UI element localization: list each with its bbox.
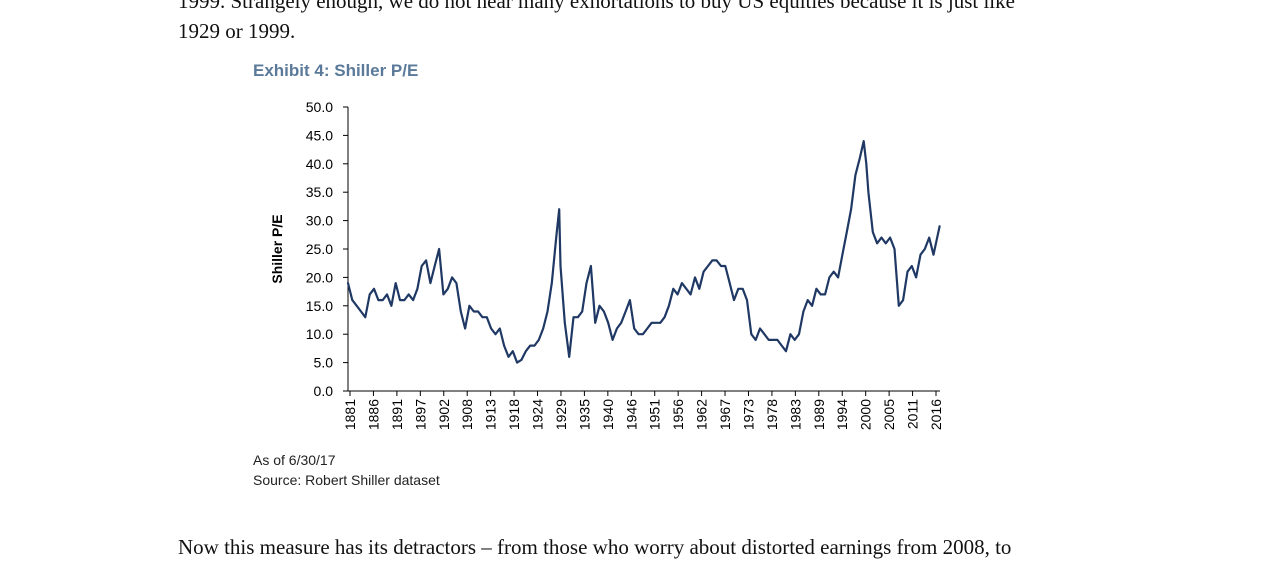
series-line-shiller-pe [346,140,941,364]
y-tick-label: 50.0 [306,99,333,115]
x-tick-label: 1897 [412,399,428,430]
x-axis-ticks: 1881 1886 1891 1897 1902 1908 1913 1918 1924 1929… [342,391,944,430]
x-tick-label: 1929 [553,399,569,430]
paragraph-top-line1: 1999. Strangely enough, we do not hear m… [178,0,1015,13]
x-tick-label: 1962 [694,399,710,430]
x-tick-label: 1935 [576,399,592,430]
x-tick-label: 1924 [530,399,546,430]
x-tick-label: 2000 [858,399,874,430]
y-tick-label: 40.0 [306,156,333,172]
x-tick-label: 1891 [389,399,405,430]
x-tick-label: 1918 [506,399,522,430]
x-tick-label: 1978 [764,399,780,430]
chart-series [346,140,941,364]
y-tick-label: 25.0 [306,241,333,257]
y-tick-label: 5.0 [314,355,334,371]
y-tick-label: 45.0 [306,127,333,143]
y-axis-ticks: 0.0 5.0 10.0 15.0 20.0 25.0 30.0 35.0 40.0 45.0 50… [306,99,348,399]
x-tick-label: 1946 [623,399,639,430]
x-tick-label: 2011 [905,399,921,429]
y-tick-label: 10.0 [306,326,333,342]
x-tick-label: 1951 [647,399,663,430]
x-tick-label: 1913 [483,399,499,430]
paragraph-top: 1999. Strangely enough, we do not hear m… [178,0,1098,46]
note-source: Source: Robert Shiller dataset [253,472,440,488]
note-as-of: As of 6/30/17 [253,452,336,468]
x-tick-label: 1973 [740,399,756,430]
chart-axes [347,107,940,392]
y-axis-label: Shiller P/E [269,214,285,283]
y-tick-label: 35.0 [306,184,333,200]
x-tick-label: 1908 [459,399,475,430]
y-tick-label: 30.0 [306,213,333,229]
exhibit-title: Exhibit 4: Shiller P/E [253,61,419,80]
x-tick-label: 1994 [834,399,850,430]
paragraph-bottom: Now this measure has its detractors – fr… [178,535,1012,559]
y-tick-label: 0.0 [314,383,334,399]
y-tick-label: 15.0 [306,298,333,314]
x-tick-label: 1886 [365,399,381,430]
x-tick-label: 1940 [600,399,616,430]
x-tick-label: 1902 [436,399,452,430]
x-tick-label: 2016 [928,399,944,430]
y-tick-label: 20.0 [306,269,333,285]
paragraph-top-line2: 1929 or 1999. [178,19,296,43]
x-tick-label: 1989 [811,399,827,430]
x-tick-label: 1956 [670,399,686,430]
x-tick-label: 1881 [342,399,358,430]
x-tick-label: 1967 [717,399,733,430]
x-tick-label: 1983 [787,399,803,430]
x-tick-label: 2005 [881,399,897,430]
